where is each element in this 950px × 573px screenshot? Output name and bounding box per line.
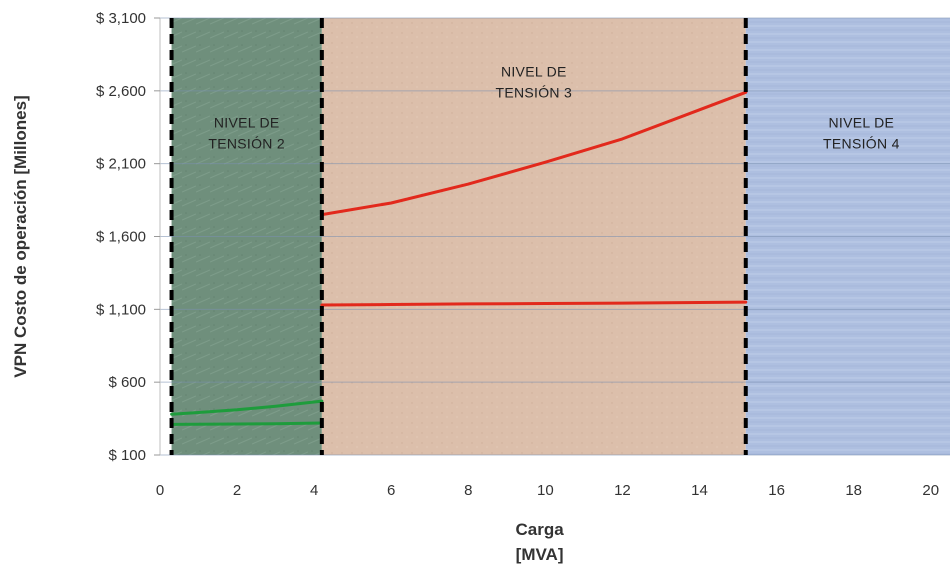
- y-tick-label-4: $ 2,100: [96, 156, 146, 173]
- gridlines: [160, 17, 950, 456]
- series-line-2: [170, 421, 324, 426]
- x-tick-label-6: 12: [614, 482, 631, 499]
- x-tick-label-4: 8: [464, 482, 472, 499]
- x-tick-label-5: 10: [537, 482, 554, 499]
- axes: $ 100 $ 600 $ 1,100 $ 1,600 $ 2,100 $ 2,600 $ …: [11, 10, 939, 564]
- y-tick-label-1: $ 600: [108, 374, 146, 391]
- series-lines: [170, 90, 748, 426]
- region-label-1: NIVEL DE TENSIÓN 2: [208, 114, 285, 151]
- x-tick-label-10: 20: [922, 482, 939, 499]
- y-tick-label-2: $ 1,100: [96, 301, 146, 318]
- region-label-3: NIVEL DE TENSIÓN 4: [823, 114, 900, 151]
- x-tick-label-9: 18: [845, 482, 862, 499]
- series-line-1: [170, 399, 324, 416]
- series-line-3: [320, 90, 748, 217]
- y-tick-label-3: $ 1,600: [96, 229, 146, 246]
- x-axis-title: Carga [MVA]: [515, 520, 564, 564]
- x-tick-label-8: 16: [768, 482, 785, 499]
- x-tick-label-0: 0: [156, 482, 164, 499]
- x-tick-label-1: 2: [233, 482, 241, 499]
- y-tick-label-0: $ 100: [108, 447, 146, 464]
- x-tick-label-3: 6: [387, 482, 395, 499]
- y-axis-title: VPN Costo de operación [Millones]: [11, 95, 30, 377]
- region-label-2: NIVEL DE TENSIÓN 3: [496, 63, 573, 100]
- x-tick-label-2: 4: [310, 482, 318, 499]
- region-dividers: [169, 18, 748, 455]
- y-tick-label-6: $ 3,100: [96, 10, 146, 27]
- x-tick-label-7: 14: [691, 482, 708, 499]
- region-labels: NIVEL DE TENSIÓN 2 NIVEL DE TENSIÓN 3 NIVEL …: [208, 63, 899, 151]
- series-line-4: [320, 300, 748, 307]
- y-tick-label-5: $ 2,600: [96, 83, 146, 100]
